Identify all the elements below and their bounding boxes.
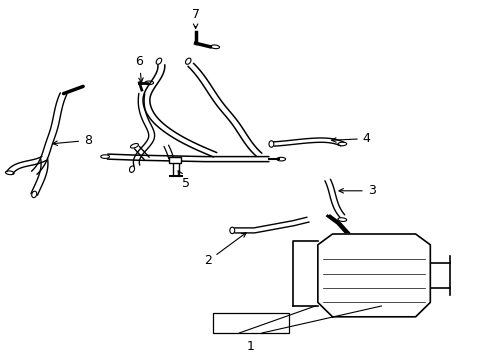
Text: 5: 5 bbox=[178, 171, 189, 190]
Text: 4: 4 bbox=[331, 132, 370, 145]
Text: 1: 1 bbox=[246, 340, 254, 353]
Text: 7: 7 bbox=[191, 8, 199, 28]
Text: 8: 8 bbox=[53, 134, 92, 147]
Text: 3: 3 bbox=[338, 184, 375, 197]
Text: 2: 2 bbox=[203, 233, 245, 267]
Bar bbox=[212, 313, 288, 333]
Text: 6: 6 bbox=[135, 55, 143, 82]
Bar bbox=[168, 157, 181, 163]
Polygon shape bbox=[317, 234, 429, 317]
